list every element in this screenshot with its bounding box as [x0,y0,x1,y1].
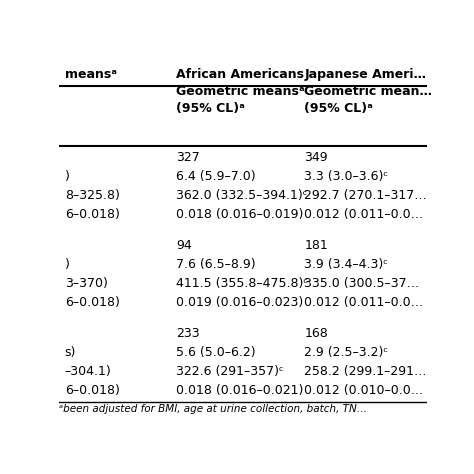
Text: 362.0 (332.5–394.1)ᶜ: 362.0 (332.5–394.1)ᶜ [176,189,307,202]
Text: 0.012 (0.010–0.0…: 0.012 (0.010–0.0… [304,384,424,397]
Text: 327: 327 [176,151,200,164]
Text: 411.5 (355.8–475.8)ᶜ: 411.5 (355.8–475.8)ᶜ [176,277,308,290]
Text: ): ) [65,258,70,271]
Text: ): ) [65,170,70,183]
Text: 0.018 (0.016–0.021): 0.018 (0.016–0.021) [176,384,303,397]
Text: 0.018 (0.016–0.019): 0.018 (0.016–0.019) [176,208,303,220]
Text: 2.9 (2.5–3.2)ᶜ: 2.9 (2.5–3.2)ᶜ [304,346,389,359]
Text: 168: 168 [304,328,328,340]
Text: 349: 349 [304,151,328,164]
Text: 292.7 (270.1–317…: 292.7 (270.1–317… [304,189,427,202]
Text: –304.1): –304.1) [65,365,111,378]
Text: 0.012 (0.011–0.0…: 0.012 (0.011–0.0… [304,296,424,309]
Text: 6.4 (5.9–7.0): 6.4 (5.9–7.0) [176,170,255,183]
Text: 0.019 (0.016–0.023): 0.019 (0.016–0.023) [176,296,303,309]
Text: 181: 181 [304,239,328,252]
Text: 322.6 (291–357)ᶜ: 322.6 (291–357)ᶜ [176,365,283,378]
Text: 6–0.018): 6–0.018) [65,296,119,309]
Text: 3.9 (3.4–4.3)ᶜ: 3.9 (3.4–4.3)ᶜ [304,258,388,271]
Text: Japanese Ameri…
Geometric mean…
(95% CL)ᵃ: Japanese Ameri… Geometric mean… (95% CL)… [304,68,432,115]
Text: 6–0.018): 6–0.018) [65,208,119,220]
Text: 258.2 (299.1–291…: 258.2 (299.1–291… [304,365,427,378]
Text: 3–370): 3–370) [65,277,108,290]
Text: 335.0 (300.5–37…: 335.0 (300.5–37… [304,277,419,290]
Text: 7.6 (6.5–8.9): 7.6 (6.5–8.9) [176,258,255,271]
Text: 233: 233 [176,328,200,340]
Text: 0.012 (0.011–0.0…: 0.012 (0.011–0.0… [304,208,424,220]
Text: 8–325.8): 8–325.8) [65,189,119,202]
Text: African Americans
Geometric meansᵃ
(95% CL)ᵃ: African Americans Geometric meansᵃ (95% … [176,68,304,115]
Text: 5.6 (5.0–6.2): 5.6 (5.0–6.2) [176,346,255,359]
Text: ᵃbeen adjusted for BMI, age at urine collection, batch, TN…: ᵃbeen adjusted for BMI, age at urine col… [59,404,367,414]
Text: 6–0.018): 6–0.018) [65,384,119,397]
Text: meansᵃ: meansᵃ [65,68,117,81]
Text: 3.3 (3.0–3.6)ᶜ: 3.3 (3.0–3.6)ᶜ [304,170,389,183]
Text: 94: 94 [176,239,191,252]
Text: s): s) [65,346,76,359]
